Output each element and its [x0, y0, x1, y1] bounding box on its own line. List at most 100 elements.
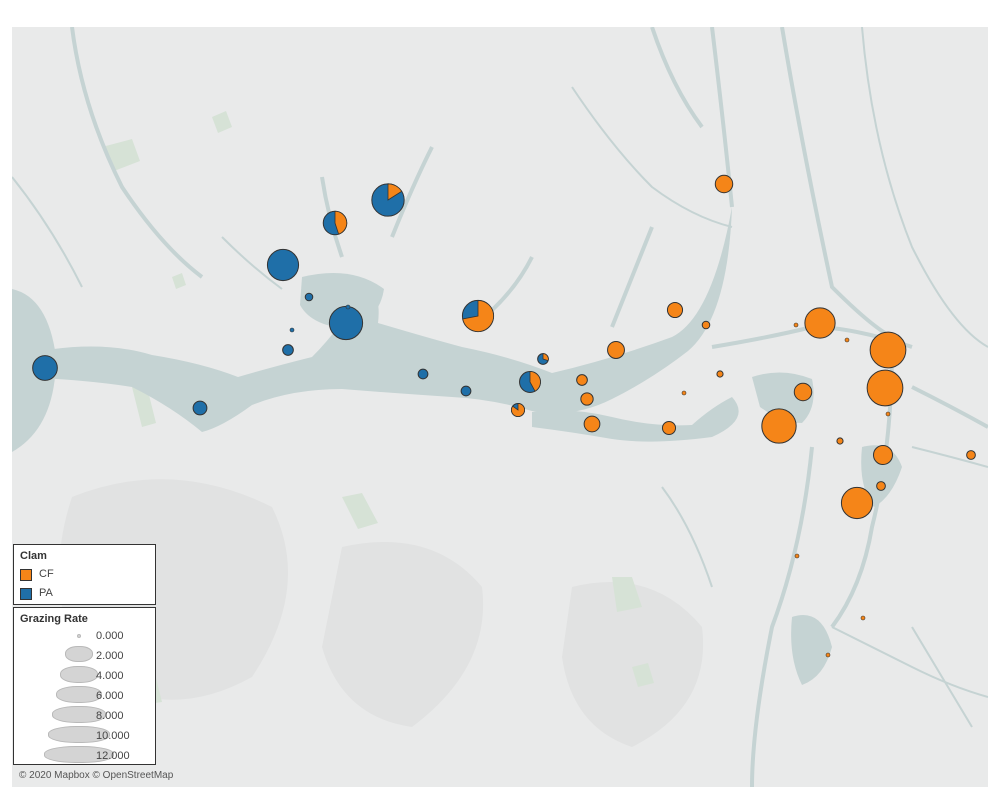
site-marker[interactable]: [583, 415, 601, 433]
site-marker[interactable]: [266, 248, 300, 282]
site-marker[interactable]: [417, 368, 429, 380]
site-marker[interactable]: [32, 355, 58, 381]
site-marker[interactable]: [793, 382, 813, 402]
site-circle[interactable]: [804, 307, 836, 339]
site-marker[interactable]: [840, 486, 874, 520]
site-marker[interactable]: [661, 420, 677, 436]
clam-legend-title: Clam: [20, 550, 47, 562]
site-circle[interactable]: [32, 355, 58, 381]
pa-label[interactable]: PA: [39, 587, 53, 599]
site-circle[interactable]: [345, 304, 351, 310]
site-marker[interactable]: [793, 322, 799, 328]
cf-pie-slice[interactable]: [334, 210, 348, 235]
site-circle[interactable]: [701, 320, 711, 330]
site-circle[interactable]: [289, 327, 295, 333]
site-marker[interactable]: [794, 553, 800, 559]
site-marker[interactable]: [510, 402, 526, 418]
site-circle[interactable]: [876, 481, 886, 491]
cf-pie-slice[interactable]: [542, 353, 549, 362]
cf-swatch[interactable]: [20, 569, 32, 581]
site-circle[interactable]: [793, 382, 813, 402]
site-marker[interactable]: [714, 174, 734, 194]
size-label-6: 12.000: [96, 750, 130, 762]
site-circle[interactable]: [576, 374, 588, 386]
map-canvas[interactable]: [12, 27, 988, 787]
site-marker[interactable]: [836, 437, 844, 445]
site-circle[interactable]: [844, 337, 850, 343]
size-label-4: 8.000: [96, 710, 124, 722]
map-attribution[interactable]: © 2020 Mapbox © OpenStreetMap: [19, 770, 174, 781]
site-circle[interactable]: [714, 174, 734, 194]
site-circle[interactable]: [794, 553, 800, 559]
site-marker[interactable]: [282, 344, 294, 356]
site-marker[interactable]: [304, 292, 314, 302]
site-marker[interactable]: [844, 337, 850, 343]
cf-label[interactable]: CF: [39, 568, 54, 580]
site-circle[interactable]: [825, 652, 831, 658]
size-symbol-1: [65, 646, 93, 662]
site-marker[interactable]: [716, 370, 724, 378]
site-marker[interactable]: [872, 444, 894, 466]
site-circle[interactable]: [607, 341, 625, 359]
site-marker[interactable]: [519, 371, 541, 393]
site-circle[interactable]: [266, 248, 300, 282]
site-circle[interactable]: [716, 370, 724, 378]
site-circle[interactable]: [661, 420, 677, 436]
size-symbol-6: [44, 746, 114, 763]
site-marker[interactable]: [580, 392, 594, 406]
site-marker[interactable]: [876, 481, 886, 491]
size-label-1: 2.000: [96, 650, 124, 662]
site-marker[interactable]: [576, 374, 588, 386]
site-circle[interactable]: [836, 437, 844, 445]
site-marker[interactable]: [461, 299, 495, 333]
site-circle[interactable]: [866, 369, 904, 407]
size-symbol-0: [77, 634, 81, 638]
site-marker[interactable]: [804, 307, 836, 339]
site-circle[interactable]: [869, 331, 907, 369]
site-marker[interactable]: [869, 331, 907, 369]
site-marker[interactable]: [866, 369, 904, 407]
site-marker[interactable]: [885, 411, 891, 417]
site-circle[interactable]: [304, 292, 314, 302]
site-circle[interactable]: [328, 305, 364, 341]
site-marker[interactable]: [328, 305, 364, 341]
site-marker[interactable]: [666, 301, 684, 319]
site-marker[interactable]: [460, 385, 472, 397]
site-marker[interactable]: [192, 400, 208, 416]
site-circle[interactable]: [580, 392, 594, 406]
site-circle[interactable]: [761, 408, 797, 444]
site-marker[interactable]: [322, 210, 348, 236]
site-circle[interactable]: [885, 411, 891, 417]
site-circle[interactable]: [793, 322, 799, 328]
site-circle[interactable]: [460, 385, 472, 397]
site-circle[interactable]: [666, 301, 684, 319]
site-circle[interactable]: [872, 444, 894, 466]
cf-pie-slice[interactable]: [529, 371, 541, 392]
site-marker[interactable]: [825, 652, 831, 658]
site-circle[interactable]: [192, 400, 208, 416]
clam-legend: Clam CF PA: [13, 544, 156, 605]
site-marker[interactable]: [681, 390, 687, 396]
site-marker[interactable]: [701, 320, 711, 330]
site-marker[interactable]: [966, 450, 976, 460]
pa-swatch[interactable]: [20, 588, 32, 600]
site-marker[interactable]: [607, 341, 625, 359]
size-symbol-3: [56, 686, 102, 703]
site-circle[interactable]: [840, 486, 874, 520]
cf-pie-slice[interactable]: [462, 300, 494, 332]
site-circle[interactable]: [860, 615, 866, 621]
site-marker[interactable]: [371, 183, 405, 217]
site-circle[interactable]: [966, 450, 976, 460]
site-marker[interactable]: [537, 353, 549, 365]
size-label-0: 0.000: [96, 630, 124, 642]
site-marker[interactable]: [860, 615, 866, 621]
site-marker[interactable]: [289, 327, 295, 333]
site-circle[interactable]: [417, 368, 429, 380]
site-circle[interactable]: [583, 415, 601, 433]
cf-pie-slice[interactable]: [511, 403, 525, 417]
cf-pie-slice[interactable]: [387, 183, 403, 201]
site-circle[interactable]: [681, 390, 687, 396]
site-marker[interactable]: [345, 304, 351, 310]
site-marker[interactable]: [761, 408, 797, 444]
site-circle[interactable]: [282, 344, 294, 356]
